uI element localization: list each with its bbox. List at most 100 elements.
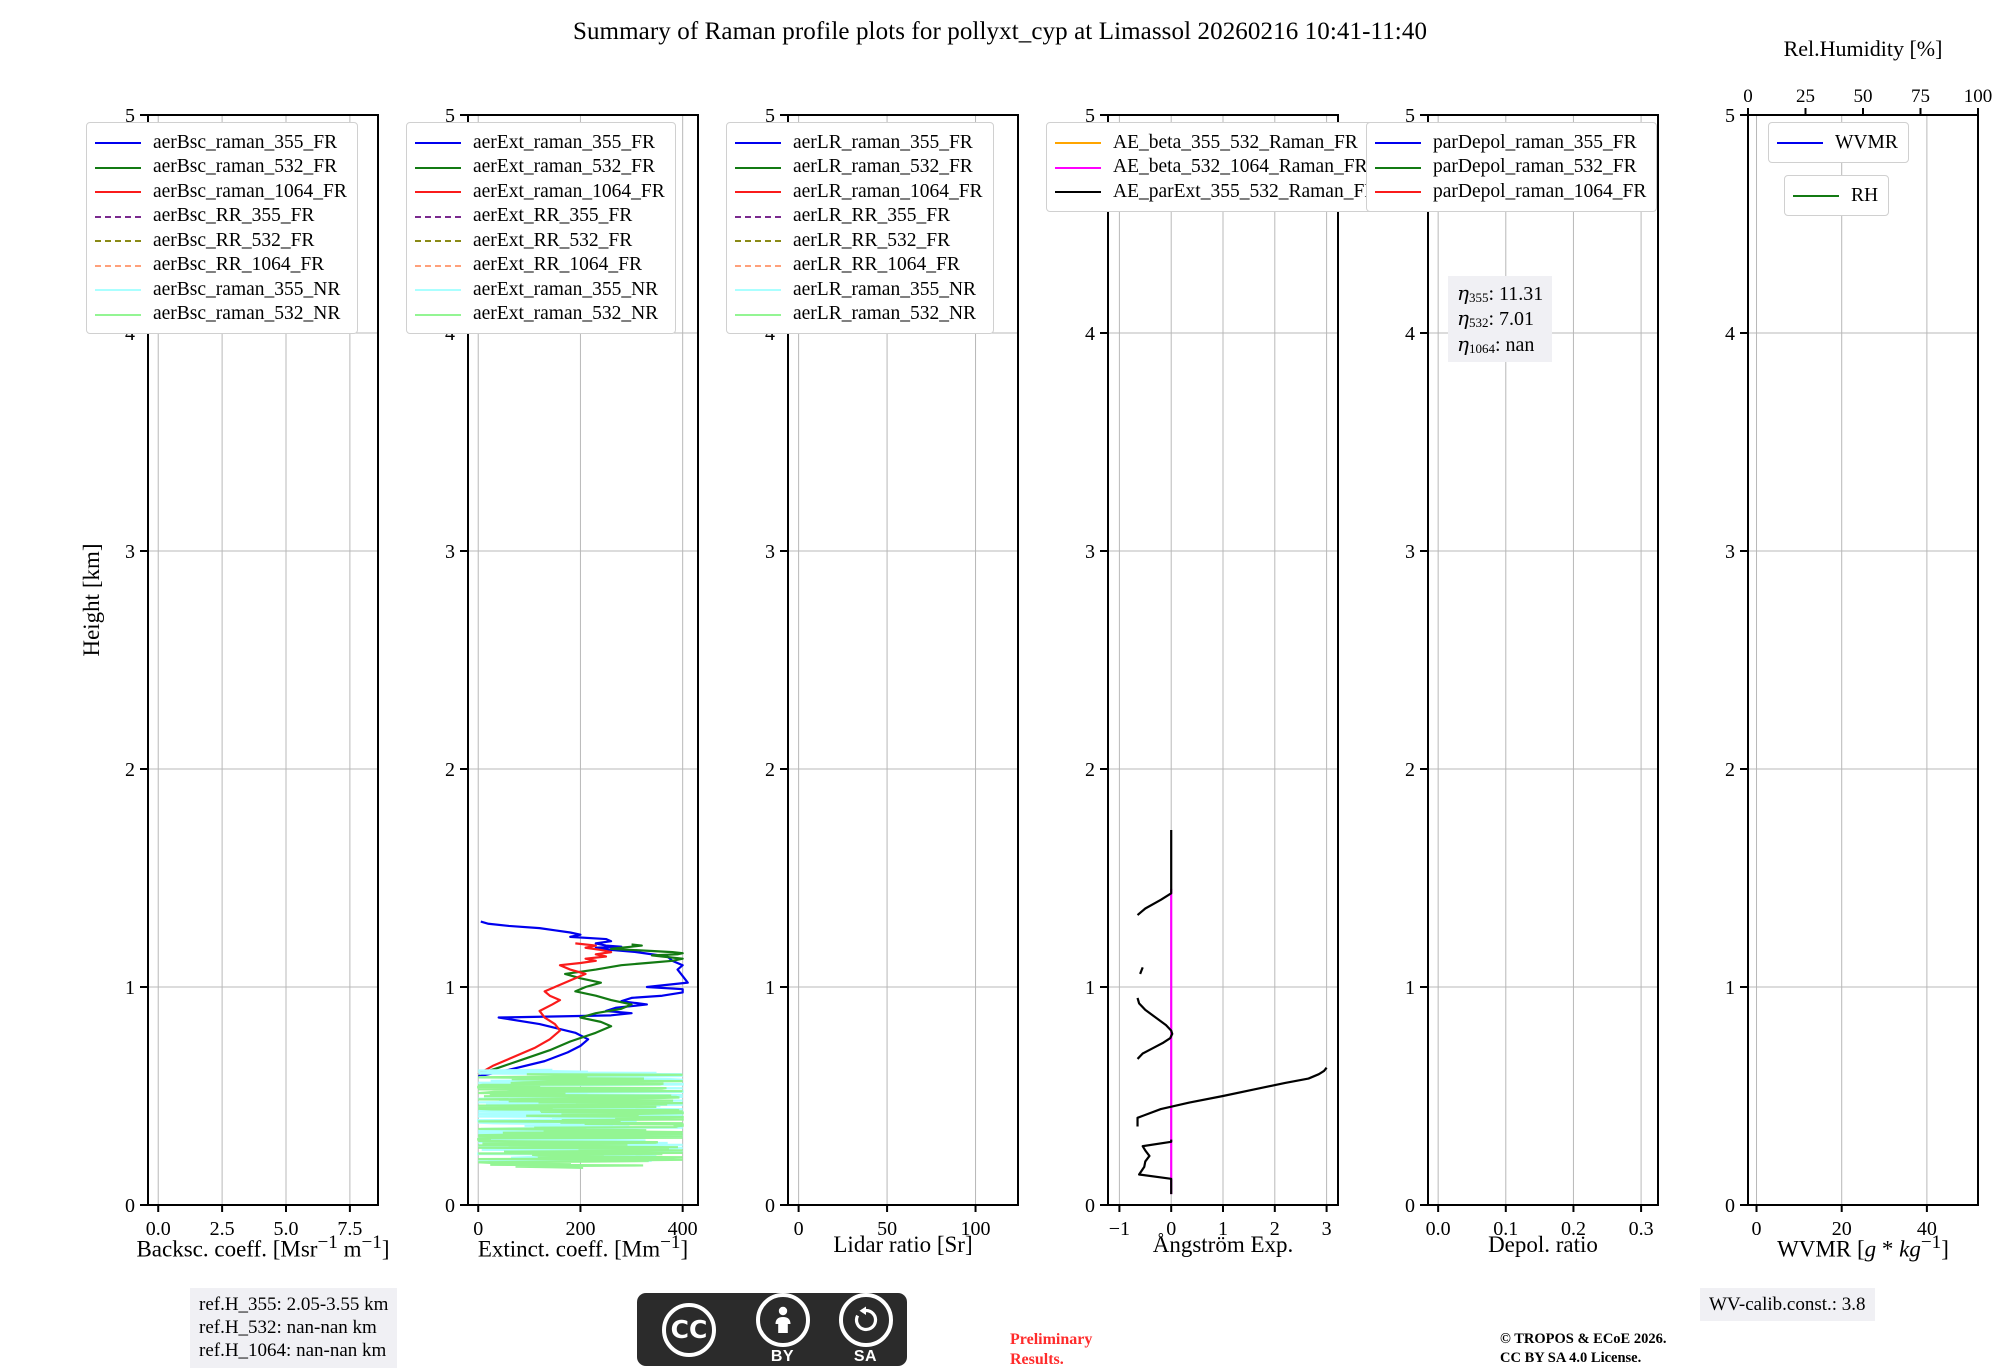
eta-value-row: η355: 11.31 — [1457, 281, 1544, 305]
legend-color-swatch — [95, 259, 141, 271]
legend-extinct: aerExt_raman_355_FR aerExt_raman_532_FR ae… — [406, 122, 676, 334]
legend-item-label: parDepol_raman_532_FR — [1433, 156, 1637, 177]
legend-item[interactable]: aerExt_RR_1064_FR — [415, 253, 665, 278]
legend-item-label: aerBsc_raman_532_NR — [153, 303, 341, 324]
svg-text:5: 5 — [125, 105, 135, 127]
legend-item[interactable]: aerBsc_RR_532_FR — [95, 228, 347, 253]
legend-item[interactable]: aerLR_RR_1064_FR — [735, 253, 983, 278]
legend-item-label: aerLR_raman_355_FR — [793, 131, 973, 153]
legend-backsc: aerBsc_raman_355_FR aerBsc_raman_532_FR ae… — [86, 122, 358, 334]
legend-item-label: aerLR_RR_355_FR — [793, 205, 951, 226]
legend-color-swatch — [415, 161, 461, 173]
svg-text:−1: −1 — [1109, 1218, 1130, 1240]
legend-item[interactable]: aerLR_RR_355_FR — [735, 204, 983, 229]
legend-item[interactable]: aerExt_raman_532_FR — [415, 155, 665, 180]
legend-item-label: aerExt_RR_1064_FR — [473, 254, 642, 275]
legend-color-swatch — [415, 259, 461, 271]
svg-text:3: 3 — [1085, 541, 1095, 563]
legend-item[interactable]: aerBsc_raman_532_NR — [95, 302, 347, 327]
legend-item-label: aerBsc_raman_532_FR — [153, 156, 338, 177]
legend-item[interactable]: aerExt_RR_355_FR — [415, 204, 665, 229]
reference-height-annotation: ref.H_355: 2.05-3.55 km ref.H_532: nan-na… — [190, 1288, 398, 1368]
legend-item-label: aerBsc_RR_532_FR — [153, 229, 315, 251]
trace-AE_parExt_355_532_Raman_FR-1 — [1136, 1066, 1328, 1127]
legend-item-label: aerExt_RR_532_FR — [473, 229, 633, 251]
svg-text:3: 3 — [765, 541, 775, 563]
svg-text:1: 1 — [1405, 977, 1415, 999]
legend-item-label: parDepol_raman_355_FR — [1433, 131, 1637, 153]
legend-color-swatch — [95, 283, 141, 295]
legend-item[interactable]: AE_beta_355_532_Raman_FR — [1055, 130, 1377, 155]
legend-color-swatch — [95, 185, 141, 197]
legend-item[interactable]: aerLR_raman_355_NR — [735, 277, 983, 302]
legend-item[interactable]: aerLR_raman_1064_FR — [735, 179, 983, 204]
legend-item[interactable]: aerLR_RR_532_FR — [735, 228, 983, 253]
top-axis-title-rel-humidity: Rel.Humidity [%] — [1783, 36, 1943, 61]
legend-item[interactable]: aerLR_raman_532_FR — [735, 155, 983, 180]
legend-item[interactable]: aerExt_raman_355_FR — [415, 130, 665, 155]
svg-text:0: 0 — [1085, 1195, 1095, 1217]
svg-text:1: 1 — [1725, 977, 1735, 999]
legend-item[interactable]: aerExt_raman_532_NR — [415, 302, 665, 327]
svg-text:5: 5 — [445, 105, 455, 127]
legend-item[interactable]: parDepol_raman_1064_FR — [1375, 179, 1646, 204]
legend-item[interactable]: parDepol_raman_355_FR — [1375, 130, 1646, 155]
legend-color-swatch — [1777, 136, 1823, 148]
x-axis-label-wvmr: WVMR [g * kg−1] — [1777, 1232, 1949, 1262]
legend-color-swatch — [735, 234, 781, 246]
legend-item[interactable]: AE_parExt_355_532_Raman_FR — [1055, 179, 1377, 204]
legend-item[interactable]: aerBsc_raman_532_FR — [95, 155, 347, 180]
legend-item[interactable]: parDepol_raman_532_FR — [1375, 155, 1646, 180]
legend-color-swatch — [415, 234, 461, 246]
svg-text:0: 0 — [1405, 1195, 1415, 1217]
svg-text:75: 75 — [1911, 86, 1930, 107]
legend-item[interactable]: aerBsc_raman_355_NR — [95, 277, 347, 302]
legend-item[interactable]: AE_beta_532_1064_Raman_FR — [1055, 155, 1377, 180]
legend-item[interactable]: RH — [1793, 183, 1878, 208]
svg-text:0: 0 — [765, 1195, 775, 1217]
svg-text:0: 0 — [1725, 1195, 1735, 1217]
legend-item-label: AE_beta_532_1064_Raman_FR — [1113, 156, 1368, 177]
legend-color-swatch — [95, 136, 141, 148]
svg-text:100: 100 — [961, 1218, 991, 1240]
svg-text:0: 0 — [1752, 1218, 1762, 1240]
copyright-line: CC BY SA 4.0 License. — [1500, 1349, 1642, 1366]
trace-aerExt_raman_532_FR — [477, 943, 684, 1076]
legend-color-swatch — [1793, 189, 1839, 201]
copyright-notice: © TROPOS & ECoE 2026. CC BY SA 4.0 Licens… — [1500, 1330, 1666, 1368]
svg-text:5: 5 — [765, 105, 775, 127]
legend-item[interactable]: aerBsc_RR_1064_FR — [95, 253, 347, 278]
legend-item[interactable]: WVMR — [1777, 130, 1898, 155]
eta-value-row: η532: 7.01 — [1457, 306, 1535, 331]
x-axis-label-lidarratio: Lidar ratio [Sr] — [833, 1232, 973, 1257]
legend-item-label: WVMR — [1835, 131, 1898, 153]
legend-item[interactable]: aerLR_raman_355_FR — [735, 130, 983, 155]
legend-color-swatch — [415, 308, 461, 320]
svg-text:0.2: 0.2 — [1561, 1218, 1586, 1240]
legend-item[interactable]: aerBsc_raman_355_FR — [95, 130, 347, 155]
legend-item-label: aerLR_raman_532_NR — [793, 303, 977, 324]
legend-item[interactable]: aerExt_raman_1064_FR — [415, 179, 665, 204]
legend-wvmr-rh: RH — [1784, 175, 1890, 216]
svg-text:2.5: 2.5 — [210, 1218, 235, 1240]
legend-item-label: AE_parExt_355_532_Raman_FR — [1113, 180, 1378, 202]
legend-item-label: parDepol_raman_1064_FR — [1433, 180, 1647, 202]
plot-panel-extinct: 0 200 400 0 1 2 3 4 5 — [398, 65, 778, 1240]
legend-color-swatch — [1375, 185, 1421, 197]
legend-item[interactable]: aerExt_RR_532_FR — [415, 228, 665, 253]
legend-color-swatch — [1055, 161, 1101, 173]
x-axis-label-backsc: Backsc. coeff. [Msr−1 m−1] — [136, 1232, 390, 1262]
eta-value-row: η1064: nan — [1457, 331, 1535, 356]
legend-color-swatch — [415, 185, 461, 197]
cc-mark-label: CC — [670, 1315, 708, 1344]
legend-item[interactable]: aerBsc_raman_1064_FR — [95, 179, 347, 204]
svg-text:0: 0 — [445, 1195, 455, 1217]
legend-item-label: AE_beta_355_532_Raman_FR — [1113, 131, 1358, 153]
legend-color-swatch — [1055, 185, 1101, 197]
legend-item[interactable]: aerLR_raman_532_NR — [735, 302, 983, 327]
legend-item[interactable]: aerExt_raman_355_NR — [415, 277, 665, 302]
legend-item[interactable]: aerBsc_RR_355_FR — [95, 204, 347, 229]
svg-text:3: 3 — [1725, 541, 1735, 563]
svg-text:50: 50 — [877, 1218, 897, 1240]
